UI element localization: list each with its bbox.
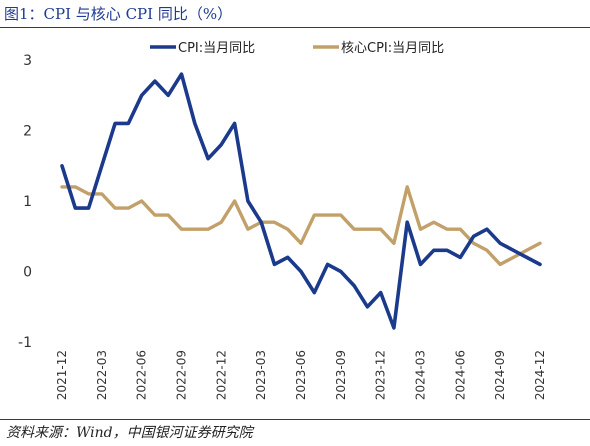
x-tick-label: 2023-06 [294,350,308,400]
legend-label: CPI:当月同比 [178,41,255,56]
x-tick-label: 2024-12 [533,350,547,400]
x-tick-label: 2024-09 [493,350,507,400]
x-tick-label: 2022-03 [95,350,109,400]
x-tick-label: 2021-12 [55,350,69,400]
x-tick-label: 2022-09 [175,350,189,400]
x-axis: 2021-12 2022-03 2022-06 2022-09 2022-12 2023-… [55,350,547,400]
series-lines [60,72,542,330]
line-chart: CPI:当月同比 核心CPI:当月同比 3 2 1 0 -1 2021-12 2022-03… [18,41,547,400]
source-note: 资料来源：Wind，中国银河证券研究院 [6,425,253,441]
title-divider [0,27,590,28]
series-line-core-cpi [60,185,542,267]
series-line-cpi [60,72,542,330]
y-tick-label: -1 [18,335,32,351]
y-tick-label: 1 [23,194,32,210]
footer-divider [0,419,590,420]
y-axis: 3 2 1 0 -1 [18,53,32,351]
x-tick-label: 2023-12 [374,350,388,400]
y-tick-label: 2 [23,124,32,140]
legend-label: 核心CPI:当月同比 [341,41,444,56]
chart-title: 图1：CPI 与核心 CPI 同比（%） [4,5,233,23]
x-tick-label: 2024-06 [453,350,467,400]
x-tick-label: 2022-12 [214,350,228,400]
x-tick-label: 2023-09 [334,350,348,400]
legend: CPI:当月同比 核心CPI:当月同比 [150,41,444,56]
x-tick-label: 2022-06 [135,350,149,400]
x-tick-label: 2024-03 [414,350,428,400]
y-tick-label: 0 [23,265,32,281]
x-tick-label: 2023-03 [254,350,268,400]
y-tick-label: 3 [23,53,32,69]
